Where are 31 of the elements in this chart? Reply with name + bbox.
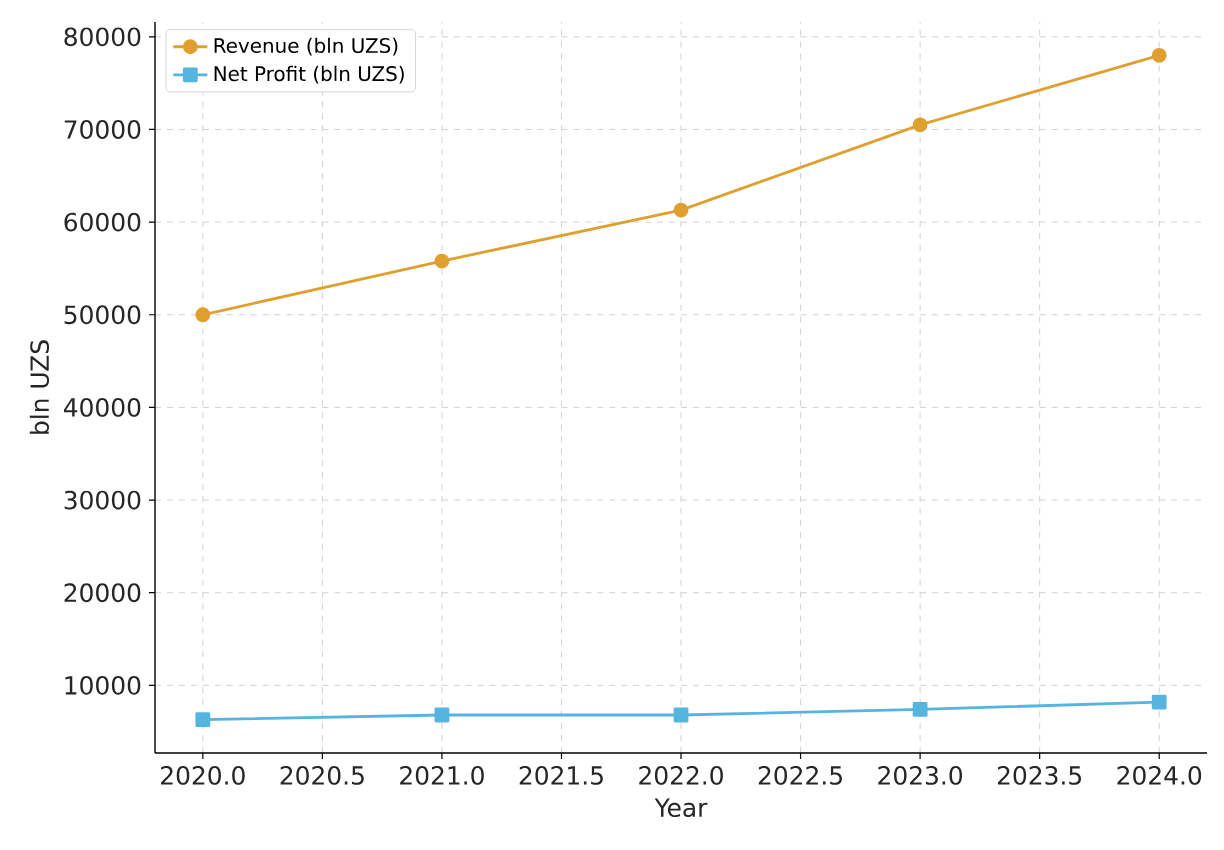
point [1151,47,1167,63]
point [195,307,211,323]
x-tick-label: 2023.5 [997,766,1082,785]
point [434,253,450,269]
y-tick-label: 70000 [64,120,141,139]
point [673,202,689,218]
y-tick-label: 50000 [64,305,141,325]
legend-label: Revenue (bln UZS) [214,37,398,56]
y-tick-label: 80000 [64,27,141,47]
y-tick-label: 40000 [63,397,141,417]
legend-label: Net Profit (bln UZS) [214,65,404,84]
x-axis-title: Year [654,798,708,818]
y-tick-label: 60000 [64,212,141,232]
x-tick-label: 2024.0 [1117,766,1202,785]
point [912,702,928,717]
point [434,707,450,723]
x-tick-label: 2022.0 [639,766,723,785]
y-tick-label: 10000 [65,675,141,695]
x-tick-label: 2021.0 [400,766,484,785]
x-tick-label: 2023.0 [878,766,963,785]
y-tick-label: 20000 [64,583,141,603]
x-tick-label: 2022.5 [758,766,842,785]
x-tick-label: 2020.5 [280,766,364,785]
y-tick-label: 30000 [64,490,141,510]
point [1151,694,1167,710]
point [912,117,928,133]
point [673,707,689,723]
point [195,712,211,728]
x-tick-label: 2020.0 [161,766,245,785]
x-tick-label: 2021.5 [519,766,603,785]
y-axis-title: bln UZS [29,340,50,434]
